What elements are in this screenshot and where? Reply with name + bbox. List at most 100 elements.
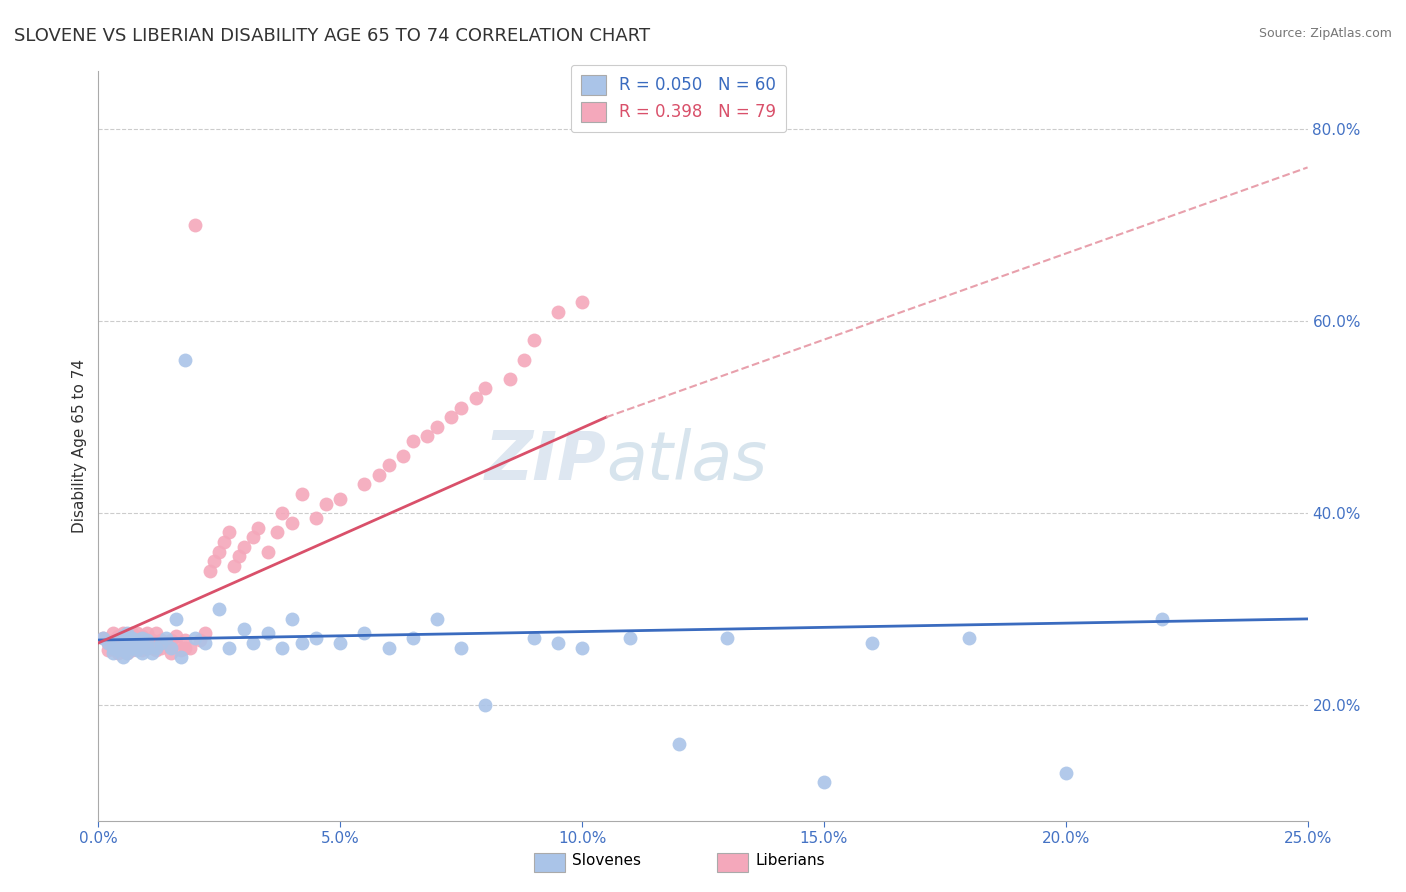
Point [121,633,143,648]
Point [402,631,425,645]
Point [212,535,235,549]
Point [416,429,439,443]
Point [426,419,449,434]
Point [440,410,463,425]
Point [135,626,157,640]
Point [111,626,134,640]
Point [218,525,240,540]
Point [111,650,134,665]
Point [97,636,120,650]
Point [107,633,129,648]
Point [121,636,143,650]
Point [121,642,143,657]
Point [121,640,143,655]
Point [198,564,221,578]
Point [165,636,187,650]
Point [111,640,134,655]
Text: ZIP: ZIP [485,428,606,494]
Point [353,626,375,640]
Point [218,640,240,655]
Point [127,633,149,648]
Point [290,636,312,650]
Point [127,642,149,657]
Point [242,636,264,650]
Point [169,642,191,657]
Point [107,646,129,660]
Point [117,626,139,640]
Point [450,640,472,655]
Point [392,449,415,463]
Point [101,640,124,655]
Point [107,642,129,657]
Point [97,636,120,650]
Point [135,633,157,648]
Point [474,381,496,395]
Point [155,631,177,645]
Point [117,636,139,650]
Point [315,497,337,511]
Point [131,642,153,657]
Point [232,540,254,554]
Text: Source: ZipAtlas.com: Source: ZipAtlas.com [1258,27,1392,40]
Point [281,516,304,530]
Point [141,640,163,655]
Text: Slovenes: Slovenes [572,853,641,868]
Point [1054,765,1077,780]
Point [377,640,399,655]
Point [242,530,264,544]
Point [266,525,288,540]
Point [135,640,157,655]
Point [117,646,139,660]
Point [402,434,425,449]
Point [228,549,250,564]
Point [107,629,129,643]
Point [179,640,201,655]
Point [188,633,211,648]
Point [91,631,114,645]
Point [135,633,157,648]
Point [860,636,883,650]
Point [150,636,173,650]
Point [165,629,187,643]
Point [619,631,641,645]
Point [571,294,593,309]
Point [256,544,278,558]
Point [101,626,124,640]
Point [716,631,738,645]
Point [135,640,157,655]
Point [271,640,294,655]
Point [155,636,177,650]
Point [111,633,134,648]
Point [498,372,520,386]
Point [117,646,139,660]
Point [121,631,143,645]
Point [117,636,139,650]
Point [127,640,149,655]
Point [91,631,114,645]
Point [174,352,197,367]
Text: atlas: atlas [606,428,768,494]
Point [101,646,124,660]
Point [523,631,546,645]
Point [145,642,167,657]
Point [101,633,124,648]
Point [131,636,153,650]
Point [547,304,569,318]
Point [194,636,217,650]
Point [271,506,294,520]
Point [169,650,191,665]
Point [127,640,149,655]
Point [184,631,207,645]
Point [111,629,134,643]
Point [305,511,328,525]
Point [208,544,231,558]
Point [329,491,352,506]
Point [150,633,173,648]
Point [290,487,312,501]
Point [101,640,124,655]
Point [174,633,197,648]
Point [184,218,207,232]
Point [571,640,593,655]
Point [957,631,980,645]
Point [131,646,153,660]
